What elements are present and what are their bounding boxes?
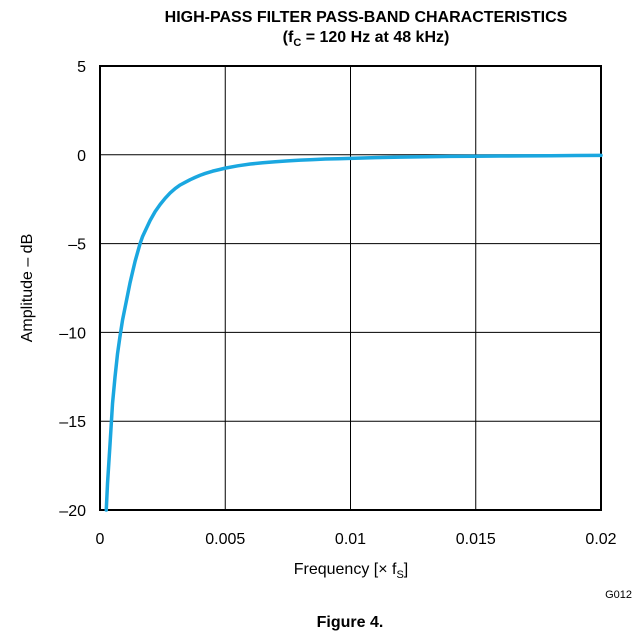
figure-caption: Figure 4. xyxy=(317,614,384,631)
y-axis-ticks: 5 0 –5 –10 –15 –20 xyxy=(59,59,86,520)
x-tick-label: 0.01 xyxy=(335,531,366,548)
chart-title: HIGH-PASS FILTER PASS-BAND CHARACTERISTI… xyxy=(165,9,568,26)
series-line xyxy=(104,153,603,512)
chart-subtitle: (fC = 120 Hz at 48 kHz) xyxy=(283,29,450,49)
plot-frame xyxy=(99,65,602,511)
gridlines xyxy=(100,66,601,510)
x-tick-label: 0.015 xyxy=(456,531,496,548)
y-tick-label: –10 xyxy=(59,325,86,342)
x-axis-ticks: 0 0.005 0.01 0.015 0.02 xyxy=(96,531,617,548)
x-tick-label: 0.005 xyxy=(205,531,245,548)
y-tick-label: –20 xyxy=(59,503,86,520)
y-tick-label: 5 xyxy=(77,59,86,76)
y-tick-label: 0 xyxy=(77,148,86,165)
y-axis-label: Amplitude – dB xyxy=(19,234,36,343)
x-tick-label: 0.02 xyxy=(585,531,616,548)
figure-code: G012 xyxy=(605,589,632,601)
y-tick-label: –15 xyxy=(59,414,86,431)
x-tick-label: 0 xyxy=(96,531,105,548)
y-tick-label: –5 xyxy=(68,237,86,254)
x-axis-label: Frequency [× fS] xyxy=(294,561,409,581)
